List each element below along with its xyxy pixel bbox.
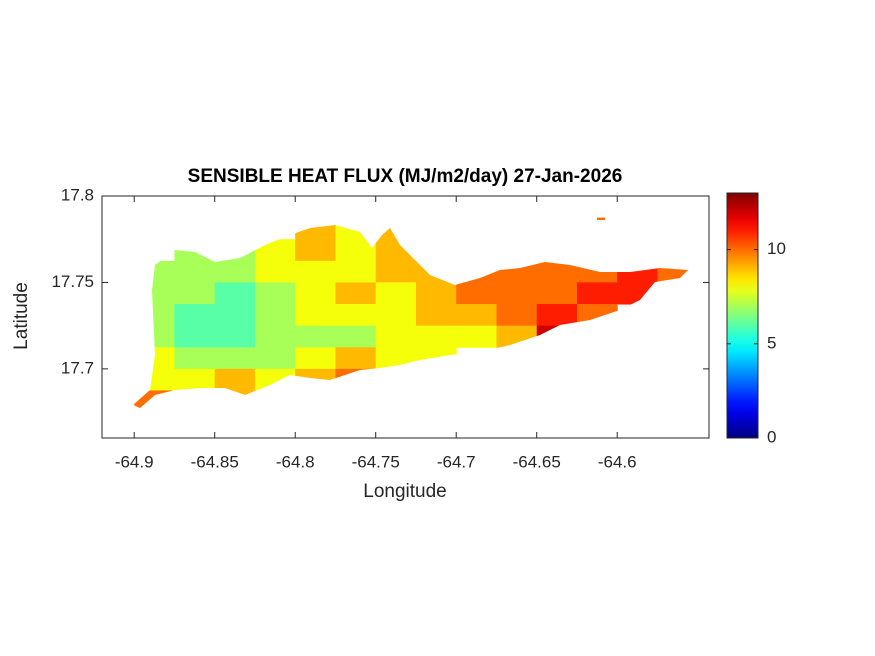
map-cell — [335, 217, 377, 240]
map-cell — [335, 239, 377, 262]
map-cell — [254, 282, 296, 305]
map-cell — [295, 282, 336, 305]
map-cell — [214, 390, 256, 408]
map-cell — [174, 282, 216, 305]
map-cell — [375, 282, 417, 305]
map-cell — [214, 347, 256, 370]
map-cell — [415, 347, 457, 370]
x-tick-label: -64.85 — [191, 452, 239, 471]
map-cell — [576, 260, 618, 283]
map-cell — [375, 239, 417, 262]
map-cell — [496, 304, 538, 327]
map-cell — [415, 239, 457, 262]
map-cell — [134, 347, 175, 370]
map-cell — [617, 260, 658, 283]
map-cell — [657, 260, 688, 283]
x-axis-label: Longitude — [363, 481, 446, 502]
chart-title: SENSIBLE HEAT FLUX (MJ/m2/day) 27-Jan-20… — [188, 166, 623, 187]
map-cell — [254, 304, 296, 327]
map-cell — [456, 260, 497, 283]
map-cell — [335, 347, 377, 370]
map-cells — [134, 217, 688, 408]
map-cell — [335, 282, 377, 305]
map-cell — [134, 390, 175, 408]
colorbar-tick-label: 0 — [767, 427, 776, 446]
map-cell — [254, 239, 296, 262]
map-cell — [214, 325, 256, 348]
map-cell — [375, 260, 417, 283]
map-cell — [214, 239, 256, 262]
y-axis-label: Latitude — [11, 282, 32, 350]
map-cell — [576, 217, 618, 240]
map-cell — [174, 325, 216, 348]
map-cell — [496, 325, 538, 348]
colorbar — [726, 192, 759, 439]
axes-box — [101, 195, 710, 439]
map-cell — [174, 304, 216, 327]
map-cell — [576, 304, 618, 327]
map-cell — [415, 304, 457, 327]
map-cell — [496, 282, 538, 305]
map-cell — [214, 304, 256, 327]
x-tick-label: -64.8 — [276, 452, 315, 471]
map-cell — [536, 304, 578, 327]
map-cell — [375, 217, 417, 240]
map-cell — [375, 347, 417, 370]
map-cell — [536, 325, 578, 348]
map-cell — [134, 282, 175, 305]
map-cell — [415, 260, 457, 283]
map-cell — [335, 260, 377, 283]
x-tick-label: -64.75 — [352, 452, 400, 471]
map-cell — [456, 282, 497, 305]
map-cell — [335, 325, 377, 348]
x-tick-label: -64.9 — [115, 452, 154, 471]
map-cell — [295, 325, 336, 348]
map-cell — [536, 282, 578, 305]
map-cell — [174, 390, 216, 408]
y-tick-label: 17.75 — [51, 272, 94, 291]
map-cell — [214, 260, 256, 283]
map-cell — [254, 325, 296, 348]
map-cell — [576, 282, 618, 305]
map-cell — [174, 368, 216, 391]
map-cell — [295, 260, 336, 283]
map-cell — [174, 347, 216, 370]
map-cell — [415, 325, 457, 348]
map-cell — [456, 325, 497, 348]
map-cell — [254, 368, 296, 391]
map-cell — [456, 304, 497, 327]
map-cell — [174, 239, 216, 262]
map-cell — [295, 304, 336, 327]
x-tick-label: -64.65 — [513, 452, 561, 471]
map-cell — [295, 239, 336, 262]
map-cell — [134, 260, 175, 283]
map-cell — [536, 260, 578, 283]
map-cell — [174, 260, 216, 283]
colorbar-tick-label: 10 — [767, 239, 786, 258]
map-cell — [415, 282, 457, 305]
map-cell — [375, 304, 417, 327]
map-cell — [134, 304, 175, 327]
map-cell — [375, 325, 417, 348]
map-cell — [496, 260, 538, 283]
y-tick-label: 17.7 — [61, 358, 94, 377]
map-cell — [295, 217, 336, 240]
map-cell — [214, 282, 256, 305]
y-tick-label: 17.8 — [61, 185, 94, 204]
map-cell — [254, 260, 296, 283]
map-cell — [254, 347, 296, 370]
map-cell — [295, 347, 336, 370]
map-cell — [617, 282, 658, 305]
map-cell — [134, 368, 175, 391]
x-tick-label: -64.6 — [598, 452, 637, 471]
map-cell — [214, 368, 256, 391]
map-cell — [335, 304, 377, 327]
map-cell — [134, 325, 175, 348]
map-cell — [335, 368, 377, 391]
map-cell — [295, 368, 336, 391]
x-tick-label: -64.7 — [437, 452, 476, 471]
colorbar-tick-label: 5 — [767, 333, 776, 352]
